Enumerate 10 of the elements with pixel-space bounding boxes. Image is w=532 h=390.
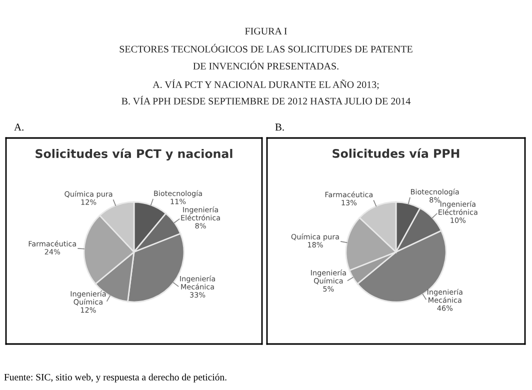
text: DE INVENCIÓN PRESENTADAS.: [193, 60, 338, 70]
chart-title: Solicitudes vía PPH: [332, 148, 460, 158]
text: FIGURA I: [245, 28, 287, 35]
text: A. VÍA PCT Y NACIONAL DURANTE EL AÑO 2013;: [152, 79, 379, 90]
text: A.: [14, 124, 24, 131]
chart-title: Solicitudes vía PCT y nacional: [36, 148, 232, 160]
text: B.: [275, 124, 284, 131]
text: SECTORES TECNOLÓGICOS DE LAS SOLICITUDES DE PATENTE: [120, 44, 412, 53]
source-note: Fuente: SIC, sitio web, y respuesta a derecho de petición.: [4, 374, 226, 382]
text: B. VÍA PPH DESDE SEPTIEMBRE DE 2012 HASTA JULIO DE 2014: [122, 96, 411, 105]
